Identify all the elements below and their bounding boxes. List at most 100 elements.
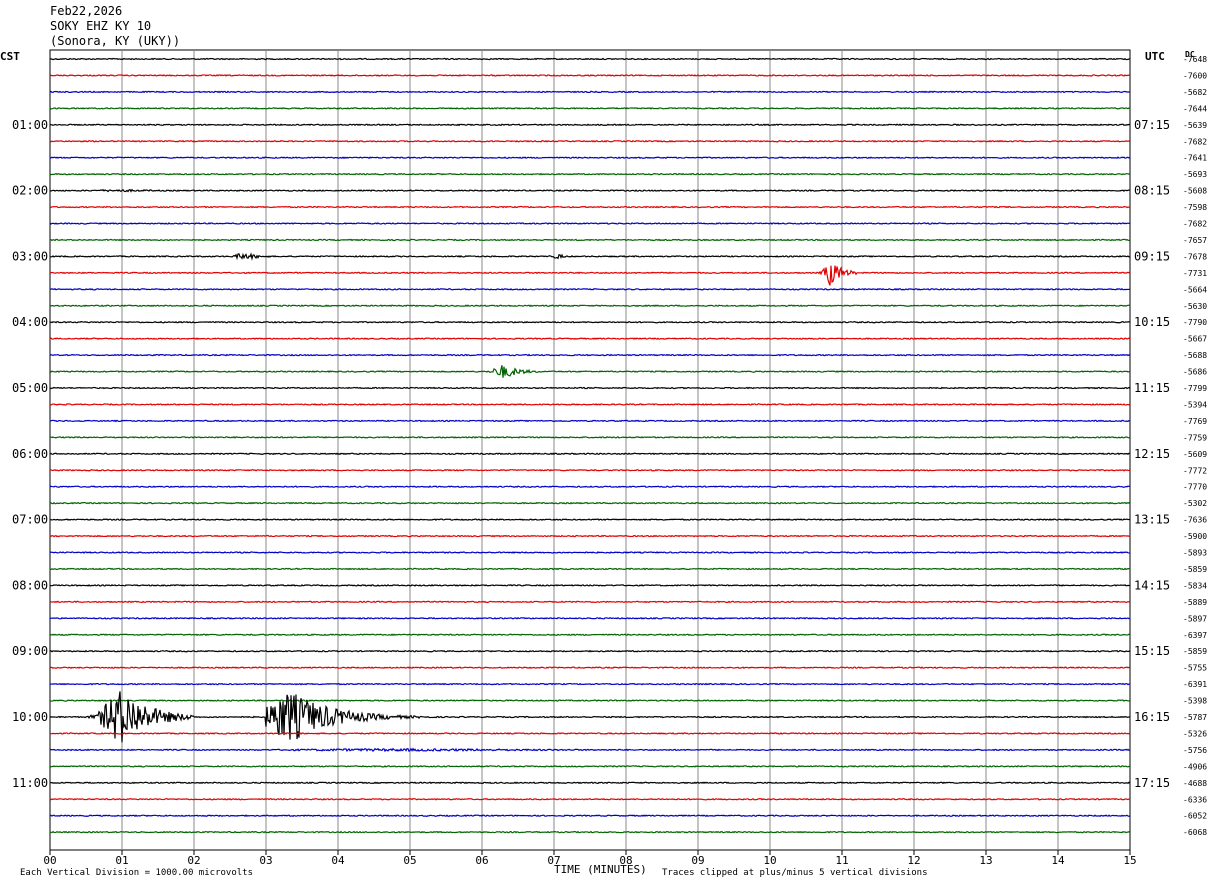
trace-9	[49, 188, 1130, 193]
x-tick-label: 13	[979, 854, 992, 867]
trace-32	[49, 567, 1131, 571]
dc-offset-label: -7682	[1183, 220, 1207, 229]
x-tick-label: 03	[259, 854, 272, 867]
utc-hour-label: 10:15	[1134, 315, 1170, 329]
trace-36	[49, 633, 1131, 637]
dc-offset-label: -5756	[1183, 746, 1207, 755]
scale-note: Each Vertical Division = 1000.00 microvo…	[20, 868, 253, 878]
dc-offset-label: -7799	[1183, 384, 1207, 393]
trace-22	[49, 403, 1131, 406]
utc-hour-label: 07:15	[1134, 118, 1170, 132]
x-tick-label: 11	[835, 854, 848, 867]
right-timezone-label: UTC	[1145, 50, 1165, 63]
x-tick-label: 15	[1123, 854, 1136, 867]
trace-19	[49, 353, 1131, 357]
trace-20	[49, 365, 1131, 378]
x-tick-label: 08	[619, 854, 632, 867]
x-axis-title: TIME (MINUTES)	[554, 863, 647, 876]
dc-offset-label: -7770	[1183, 483, 1207, 492]
trace-31	[49, 551, 1131, 554]
dc-offset-label: -5755	[1183, 664, 1207, 673]
x-tick-label: 06	[475, 854, 488, 867]
trace-33	[49, 584, 1131, 587]
dc-offset-label: -6052	[1183, 812, 1207, 821]
dc-offset-label: -5787	[1183, 713, 1207, 722]
x-tick-label: 01	[115, 854, 128, 867]
left-timezone-label: CST	[0, 50, 20, 63]
dc-offset-label: -7790	[1183, 318, 1207, 327]
trace-39	[49, 682, 1131, 686]
cst-hour-label: 06:00	[12, 447, 48, 461]
dc-offset-label: -5398	[1183, 697, 1207, 706]
dc-offset-label: -5834	[1183, 581, 1207, 590]
trace-2	[49, 74, 1131, 77]
trace-41	[49, 691, 1131, 743]
trace-25	[49, 452, 1131, 456]
trace-46	[49, 797, 1131, 801]
dc-offset-label: -5859	[1183, 647, 1207, 656]
dc-offset-label: -5302	[1183, 499, 1207, 508]
trace-43	[49, 747, 1131, 753]
dc-offset-label: -5889	[1183, 598, 1207, 607]
dc-offset-label: -7678	[1183, 252, 1207, 261]
dc-offset-label: -7769	[1183, 417, 1207, 426]
station-name: SOKY EHZ KY 10	[50, 19, 152, 33]
x-tick-label: 02	[187, 854, 200, 867]
trace-48	[49, 830, 1131, 834]
x-tick-label: 04	[331, 854, 345, 867]
trace-21	[49, 386, 1131, 390]
dc-offset-label: -5667	[1183, 335, 1207, 344]
dc-offset-label: -7772	[1183, 466, 1207, 475]
trace-42	[49, 732, 1131, 735]
dc-offset-label: -4906	[1183, 762, 1207, 771]
cst-hour-label: 01:00	[12, 118, 48, 132]
utc-hour-label: 11:15	[1134, 381, 1170, 395]
dc-offset-label: -5326	[1183, 729, 1207, 738]
dc-offset-label: -4688	[1183, 779, 1207, 788]
trace-12	[49, 238, 1131, 242]
trace-10	[49, 205, 1131, 209]
dc-offset-label: -7636	[1183, 516, 1207, 525]
cst-hour-label: 05:00	[12, 381, 48, 395]
x-tick-label: 10	[763, 854, 776, 867]
dc-offset-label: -5900	[1183, 532, 1207, 541]
trace-26	[49, 468, 1131, 472]
x-tick-label: 00	[43, 854, 56, 867]
dc-offset-label: -5859	[1183, 565, 1207, 574]
dc-offset-label: -6336	[1183, 795, 1207, 804]
x-tick-label: 12	[907, 854, 920, 867]
trace-13	[49, 252, 1131, 261]
dc-offset-label: -7759	[1183, 433, 1207, 442]
dc-offset-header: DC	[1185, 50, 1195, 59]
trace-5	[49, 123, 1131, 127]
dc-offset-label: -5686	[1183, 368, 1207, 377]
dc-offset-label: -5893	[1183, 549, 1207, 558]
trace-40	[49, 699, 1131, 702]
x-tick-label: 14	[1051, 854, 1065, 867]
cst-hour-label: 11:00	[12, 776, 48, 790]
trace-28	[49, 501, 1131, 505]
trace-45	[49, 781, 1131, 785]
trace-6	[49, 139, 1131, 143]
utc-hour-label: 08:15	[1134, 184, 1170, 198]
trace-47	[49, 814, 1131, 818]
station-location: (Sonora, KY (UKY))	[50, 34, 181, 48]
dc-offset-label: -7641	[1183, 154, 1207, 163]
dc-offset-label: -5630	[1183, 302, 1207, 311]
trace-7	[49, 156, 1131, 160]
cst-hour-label: 02:00	[12, 184, 48, 198]
trace-23	[49, 419, 1131, 423]
trace-8	[49, 172, 1131, 176]
cst-hour-label: 07:00	[12, 513, 48, 527]
dc-offset-label: -5609	[1183, 450, 1207, 459]
trace-16	[49, 304, 1131, 308]
x-tick-label: 09	[691, 854, 704, 867]
dc-offset-label: -6397	[1183, 631, 1207, 640]
cst-hour-label: 10:00	[12, 710, 48, 724]
cst-hour-label: 08:00	[12, 578, 48, 592]
dc-offset-label: -5664	[1183, 285, 1207, 294]
x-tick-label: 05	[403, 854, 416, 867]
trace-35	[49, 616, 1131, 620]
trace-4	[49, 106, 1131, 110]
